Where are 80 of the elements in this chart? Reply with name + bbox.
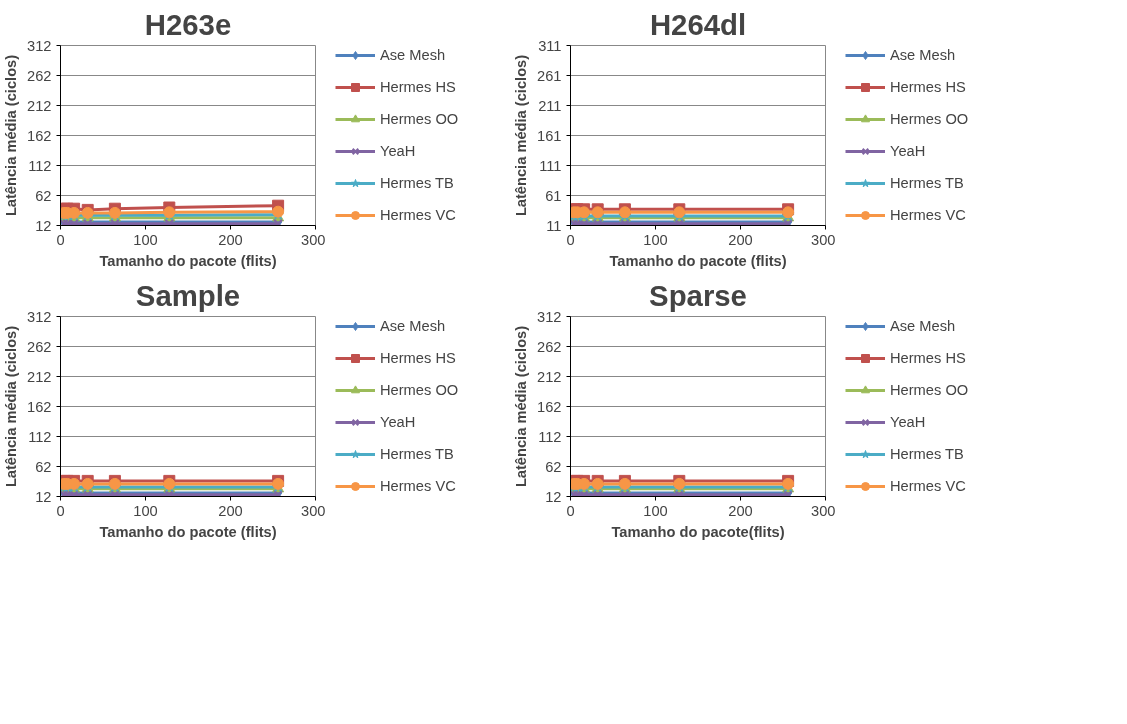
y-tick-label: 12 (545, 488, 562, 505)
y-tick-label: 112 (538, 428, 562, 445)
legend-label: Hermes TB (890, 446, 964, 462)
x-tick-label: 100 (643, 502, 668, 519)
legend-label: YeaH (890, 414, 926, 430)
legend-label: Hermes VC (380, 207, 456, 223)
y-axis-title: Latência média (ciclos) (3, 54, 20, 217)
x-tick-label: 100 (133, 231, 158, 248)
legend-label: Ase Mesh (380, 318, 446, 334)
legend-label: Hermes OO (890, 111, 969, 127)
legend-label: Ase Mesh (380, 47, 446, 63)
y-axis-title: Latência média (ciclos) (513, 54, 530, 217)
legend-label: YeaH (890, 143, 926, 159)
x-tick-label: 0 (56, 231, 65, 248)
chart-title: Sparse (649, 278, 747, 312)
chart-title: H263e (144, 7, 232, 41)
y-tick-label: 162 (27, 398, 52, 415)
y-tick-label: 62 (545, 458, 562, 475)
y-tick-label: 262 (27, 67, 52, 84)
x-tick-label: 200 (218, 231, 243, 248)
y-tick-label: 61 (545, 187, 562, 204)
x-tick-label: 300 (301, 231, 326, 248)
x-tick-label: 0 (566, 231, 575, 248)
legend-label: Hermes HS (890, 79, 966, 95)
y-tick-label: 212 (27, 97, 52, 114)
legend-label: Hermes VC (380, 478, 456, 494)
y-tick-label: 212 (537, 368, 562, 385)
x-axis-title: Tamanho do pacote (flits) (99, 252, 277, 269)
y-tick-label: 12 (35, 488, 52, 505)
x-tick-label: 200 (728, 231, 753, 248)
legend-label: YeaH (380, 143, 416, 159)
x-tick-label: 300 (811, 231, 836, 248)
legend-label: Hermes OO (890, 382, 969, 398)
x-tick-label: 200 (728, 502, 753, 519)
y-tick-label: 12 (35, 217, 52, 234)
x-tick-label: 200 (218, 502, 243, 519)
x-tick-label: 100 (133, 502, 158, 519)
y-tick-label: 162 (537, 398, 562, 415)
legend-label: YeaH (380, 414, 416, 430)
legend-label: Hermes OO (380, 382, 459, 398)
y-axis-title: Latência média (ciclos) (513, 325, 530, 488)
chart-title: Sample (135, 278, 241, 312)
y-tick-label: 112 (28, 157, 52, 174)
y-tick-label: 62 (35, 458, 52, 475)
y-tick-label: 312 (27, 308, 52, 325)
x-tick-label: 0 (566, 502, 575, 519)
legend-label: Hermes VC (890, 478, 966, 494)
y-tick-label: 112 (28, 428, 52, 445)
chart-title: H264dl (649, 7, 747, 41)
legend-label: Hermes HS (380, 350, 456, 366)
x-tick-label: 100 (643, 231, 668, 248)
x-tick-label: 300 (301, 502, 326, 519)
y-tick-label: 262 (537, 338, 562, 355)
x-axis-title: Tamanho do pacote (flits) (99, 523, 277, 540)
legend-label: Hermes HS (890, 350, 966, 366)
y-tick-label: 62 (35, 187, 52, 204)
y-tick-label: 312 (27, 37, 52, 54)
y-tick-label: 262 (27, 338, 52, 355)
legend-label: Ase Mesh (890, 318, 956, 334)
x-axis-title: Tamanho do pacote (flits) (609, 252, 787, 269)
legend-label: Hermes OO (380, 111, 459, 127)
legend-label: Ase Mesh (890, 47, 956, 63)
y-axis-title: Latência média (ciclos) (3, 325, 20, 488)
x-axis-title: Tamanho do pacote(flits) (611, 523, 785, 540)
y-tick-label: 261 (537, 67, 562, 84)
y-tick-label: 162 (27, 127, 52, 144)
legend-label: Hermes HS (380, 79, 456, 95)
y-tick-label: 11 (546, 217, 562, 234)
y-tick-label: 111 (539, 157, 562, 174)
y-tick-label: 312 (537, 308, 562, 325)
y-tick-label: 161 (537, 127, 562, 144)
y-tick-label: 211 (538, 97, 562, 114)
legend-label: Hermes TB (890, 175, 964, 191)
y-tick-label: 311 (538, 37, 562, 54)
y-tick-label: 212 (27, 368, 52, 385)
legend-label: Hermes VC (890, 207, 966, 223)
x-tick-label: 300 (811, 502, 836, 519)
legend-label: Hermes TB (380, 446, 454, 462)
x-tick-label: 0 (56, 502, 65, 519)
legend-label: Hermes TB (380, 175, 454, 191)
